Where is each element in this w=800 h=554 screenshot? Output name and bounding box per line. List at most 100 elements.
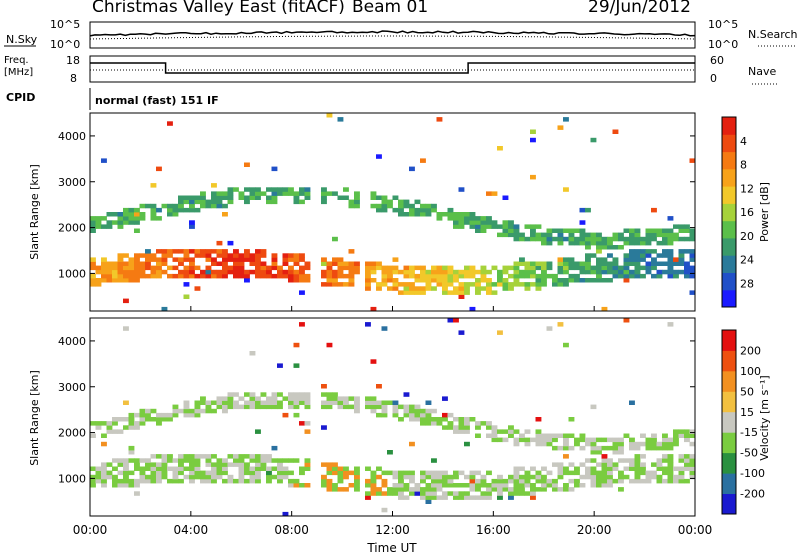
colorbar-swatch bbox=[722, 237, 736, 256]
heatmap-cell bbox=[117, 273, 124, 279]
heatmap-cell bbox=[469, 224, 476, 229]
heatmap-cell bbox=[101, 261, 107, 266]
heatmap-cell bbox=[684, 454, 690, 459]
heatmap-cell bbox=[618, 265, 624, 271]
heatmap-cell bbox=[491, 478, 498, 484]
heatmap-cell bbox=[497, 483, 503, 488]
heatmap-cell bbox=[326, 113, 333, 118]
heatmap-cell bbox=[90, 224, 96, 229]
heatmap-cell bbox=[563, 278, 569, 283]
heatmap-cell bbox=[255, 257, 261, 262]
heatmap-cell bbox=[348, 265, 355, 271]
heatmap-cell bbox=[172, 257, 179, 262]
heatmap-cell bbox=[134, 491, 140, 496]
heatmap-cell bbox=[618, 487, 624, 492]
heatmap-cell bbox=[222, 273, 228, 279]
colorbar-swatch bbox=[722, 168, 736, 187]
heatmap-cell bbox=[552, 437, 558, 443]
heatmap-cell bbox=[425, 408, 432, 414]
heatmap-cell bbox=[101, 433, 107, 438]
heatmap-cell bbox=[156, 478, 162, 484]
heatmap-cell bbox=[442, 212, 448, 217]
heatmap-cell bbox=[211, 474, 217, 480]
freq-tick-top: 18 bbox=[66, 54, 80, 67]
heatmap-cell bbox=[519, 273, 525, 279]
heatmap-cell bbox=[689, 273, 696, 279]
heatmap-cell bbox=[480, 224, 487, 229]
heatmap-cell bbox=[667, 216, 674, 221]
heatmap-cell bbox=[282, 458, 289, 463]
heatmap-cell bbox=[101, 216, 107, 221]
heatmap-cell bbox=[134, 462, 140, 467]
heatmap-cell bbox=[150, 462, 157, 467]
heatmap-cell bbox=[656, 232, 663, 238]
heatmap-cell bbox=[271, 392, 278, 397]
heatmap-cell bbox=[326, 273, 333, 279]
heatmap-cell bbox=[178, 466, 184, 471]
colorbar-swatch bbox=[722, 370, 736, 392]
heatmap-cell bbox=[453, 224, 459, 229]
heatmap-cell bbox=[629, 462, 635, 467]
heatmap-cell bbox=[535, 437, 542, 443]
heatmap-cell bbox=[332, 487, 338, 492]
heatmap-cell bbox=[662, 261, 668, 266]
heatmap-cell bbox=[271, 474, 278, 480]
heatmap-cell bbox=[139, 216, 146, 221]
heatmap-cell bbox=[183, 199, 190, 205]
heatmap-cell bbox=[282, 257, 289, 262]
heatmap-cell bbox=[453, 220, 459, 225]
heatmap-cell bbox=[376, 412, 382, 418]
heatmap-cell bbox=[640, 253, 646, 258]
heatmap-cell bbox=[365, 396, 371, 401]
heatmap-cell bbox=[101, 265, 107, 271]
colorbar-frame bbox=[721, 329, 737, 515]
heatmap-cell bbox=[255, 249, 261, 254]
heatmap-cell bbox=[409, 265, 415, 271]
heatmap-cell bbox=[535, 265, 542, 271]
heatmap-cell bbox=[546, 228, 553, 233]
heatmap-cell bbox=[469, 216, 476, 221]
heatmap-cell bbox=[343, 470, 349, 476]
heatmap-cell bbox=[95, 470, 102, 476]
cpid-text: normal (fast) 151 IF bbox=[95, 94, 219, 107]
heatmap-cell bbox=[590, 236, 597, 242]
heatmap-cell bbox=[139, 474, 146, 480]
heatmap-cell bbox=[469, 212, 476, 217]
heatmap-cell bbox=[607, 261, 613, 266]
heatmap-cell bbox=[491, 429, 498, 434]
heatmap-cell bbox=[337, 474, 344, 480]
heatmap-cell bbox=[101, 421, 107, 426]
heatmap-cell bbox=[563, 437, 569, 443]
heatmap-cell bbox=[673, 478, 679, 484]
heatmap-cell bbox=[271, 273, 278, 279]
heatmap-cell bbox=[601, 236, 608, 242]
heatmap-cell bbox=[370, 487, 377, 492]
heatmap-cell bbox=[260, 404, 267, 410]
heatmap-cell bbox=[398, 483, 404, 488]
heatmap-cell bbox=[260, 466, 267, 471]
x-tick-label: 16:00 bbox=[476, 523, 511, 537]
heatmap-cell bbox=[678, 269, 685, 275]
heatmap-cell bbox=[101, 273, 107, 279]
heatmap-cell bbox=[623, 433, 630, 438]
heatmap-cell bbox=[255, 466, 261, 471]
heatmap-cell bbox=[216, 470, 223, 476]
heatmap-cell bbox=[249, 466, 256, 471]
heatmap-cell bbox=[277, 187, 283, 192]
heatmap-cell bbox=[365, 261, 371, 266]
heatmap-cell bbox=[200, 191, 206, 196]
heatmap-cell bbox=[326, 483, 333, 488]
heatmap-cell bbox=[684, 273, 690, 279]
heatmap-cell bbox=[255, 253, 261, 258]
heatmap-cell bbox=[172, 212, 179, 217]
heatmap-cell bbox=[403, 483, 410, 488]
heatmap-cell bbox=[425, 269, 432, 275]
heatmap-cell bbox=[277, 466, 283, 471]
y-tick-label: 2000 bbox=[58, 427, 86, 440]
heatmap-cell bbox=[271, 445, 278, 451]
heatmap-cell bbox=[123, 265, 129, 271]
heatmap-cell bbox=[601, 470, 608, 476]
heatmap-cell bbox=[354, 195, 360, 200]
heatmap-cell bbox=[607, 269, 613, 275]
heatmap-cell bbox=[689, 269, 696, 275]
